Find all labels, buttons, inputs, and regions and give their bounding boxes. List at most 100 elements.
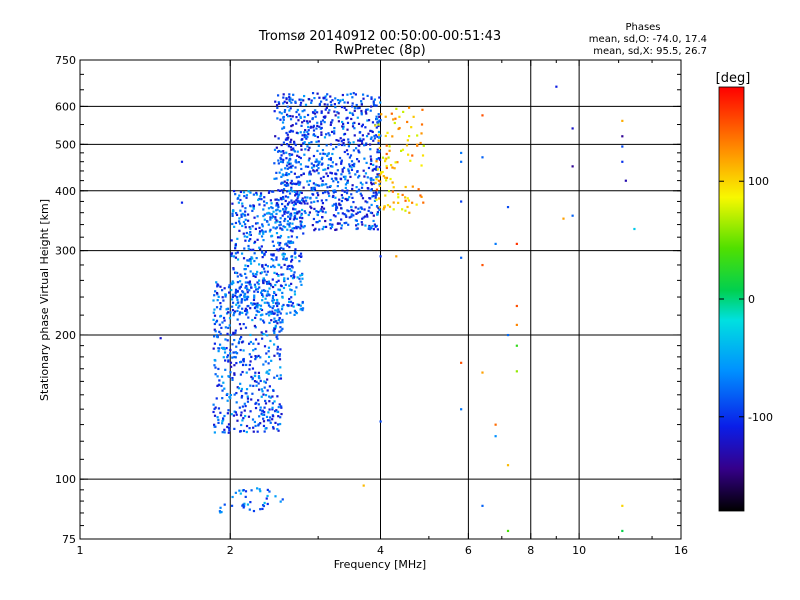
data-point: [310, 166, 314, 169]
data-point: [244, 226, 247, 229]
data-point: [263, 270, 266, 273]
y-tick-label: 100: [55, 473, 76, 486]
data-point: [362, 97, 365, 100]
data-point: [233, 410, 236, 413]
data-point: [226, 412, 229, 415]
data-point: [346, 128, 349, 131]
data-point: [283, 263, 286, 266]
data-point: [215, 281, 218, 284]
data-point: [350, 193, 353, 196]
data-point: [218, 510, 221, 513]
data-point: [296, 154, 299, 157]
data-point: [285, 131, 288, 135]
data-point: [337, 116, 340, 119]
data-point: [296, 182, 299, 185]
data-point: [261, 299, 264, 302]
data-point: [267, 211, 270, 215]
data-point: [277, 159, 280, 162]
data-point: [316, 124, 319, 127]
data-point: [297, 200, 300, 203]
data-point: [282, 188, 286, 191]
data-point: [322, 175, 325, 179]
data-point: [276, 298, 279, 302]
data-point: [384, 176, 387, 179]
data-point: [261, 337, 264, 340]
data-point: [235, 352, 239, 355]
data-point: [286, 265, 289, 268]
data-point: [263, 301, 266, 304]
data-point: [273, 110, 276, 113]
data-point: [307, 133, 310, 136]
data-point: [355, 190, 358, 193]
data-point: [280, 406, 283, 409]
data-point: [420, 132, 423, 135]
data-point: [343, 132, 347, 136]
data-point: [307, 213, 310, 217]
data-point: [272, 389, 275, 392]
data-point: [289, 165, 293, 168]
data-point: [300, 283, 303, 286]
data-point: [277, 406, 280, 409]
data-point: [280, 175, 283, 178]
data-point: [335, 178, 338, 181]
data-point: [392, 208, 395, 211]
data-point: [213, 414, 217, 417]
data-point: [276, 304, 279, 308]
data-point: [277, 263, 280, 266]
data-point: [252, 298, 256, 302]
data-point: [233, 189, 236, 193]
data-point: [301, 197, 304, 200]
data-point: [406, 139, 409, 142]
data-point: [263, 218, 266, 221]
data-point: [410, 126, 413, 129]
data-point: [393, 167, 396, 170]
data-point: [416, 134, 419, 137]
data-point: [409, 159, 412, 162]
data-point: [494, 242, 497, 245]
data-point: [329, 223, 332, 226]
data-point: [270, 206, 273, 209]
data-point: [230, 288, 233, 292]
data-point: [244, 326, 248, 329]
data-point: [251, 257, 254, 260]
data-point: [268, 408, 271, 411]
data-point: [307, 183, 310, 186]
data-point: [364, 224, 367, 227]
data-point: [307, 148, 310, 152]
data-point: [276, 313, 279, 317]
data-point: [273, 148, 277, 151]
data-point: [231, 495, 234, 499]
data-point: [370, 226, 373, 229]
data-point: [292, 93, 295, 96]
data-point: [239, 492, 242, 495]
data-point: [261, 413, 264, 416]
data-point: [274, 135, 277, 138]
data-point: [291, 164, 294, 167]
data-point: [231, 280, 234, 283]
data-point: [290, 282, 293, 285]
data-point: [282, 181, 285, 184]
data-point: [257, 388, 261, 391]
data-point: [275, 302, 278, 305]
data-point: [363, 208, 366, 211]
data-point: [220, 346, 224, 350]
data-point: [231, 301, 235, 304]
data-point: [256, 306, 259, 309]
data-point: [289, 213, 292, 216]
data-point: [315, 196, 318, 199]
x-tick-label: 6: [465, 544, 472, 557]
data-point: [280, 273, 283, 276]
data-point: [358, 188, 361, 191]
data-point: [288, 223, 291, 226]
data-point: [312, 133, 316, 136]
data-point: [621, 119, 624, 122]
data-point: [279, 234, 283, 238]
data-point: [249, 501, 252, 504]
data-point: [377, 130, 381, 134]
data-point: [277, 241, 280, 244]
data-point: [329, 227, 332, 230]
data-point: [263, 279, 266, 282]
data-point: [329, 158, 332, 161]
data-point: [316, 200, 319, 203]
data-point: [390, 112, 393, 115]
